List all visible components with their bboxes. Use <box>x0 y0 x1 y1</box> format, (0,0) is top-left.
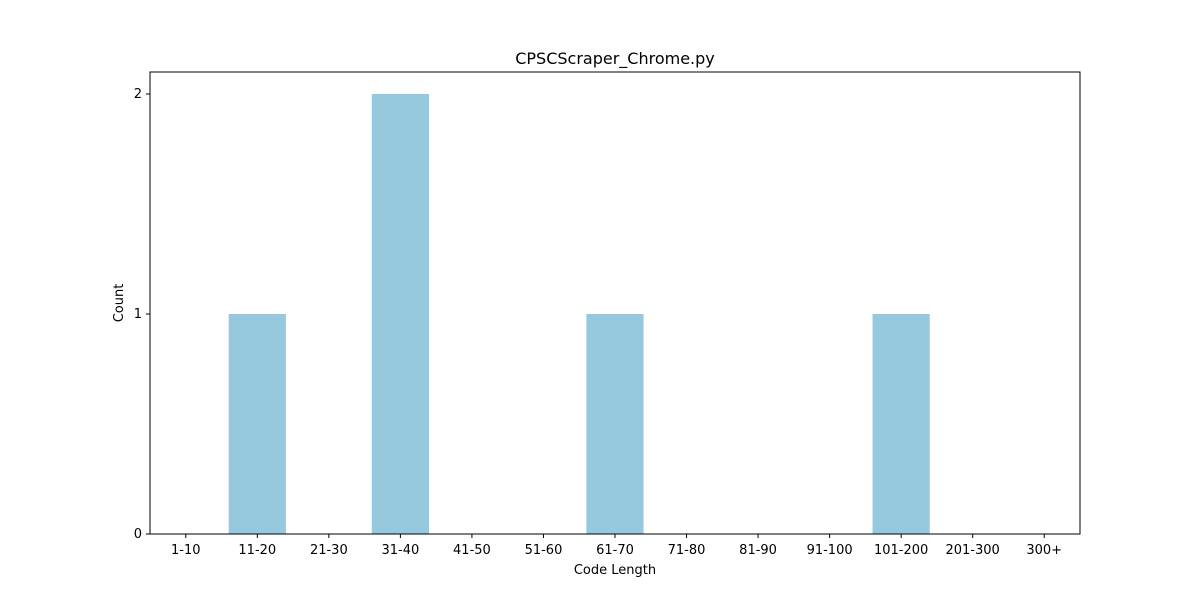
bar-31-40 <box>371 94 429 534</box>
x-tick-label: 81-90 <box>739 543 777 558</box>
x-tick-label: 41-50 <box>453 543 491 558</box>
x-tick-label: 71-80 <box>668 543 706 558</box>
x-tick-label: 51-60 <box>525 543 563 558</box>
bar-101-200 <box>872 314 930 534</box>
chart-title: CPSCScraper_Chrome.py <box>515 49 715 69</box>
bar-61-70 <box>586 314 644 534</box>
x-axis-ticks: 1-10 11-20 21-30 31-40 41-50 51-60 61-70 71-80 8… <box>171 534 1062 558</box>
x-tick-label: 31-40 <box>381 543 419 558</box>
x-tick-label: 101-200 <box>874 543 928 558</box>
x-tick-label: 91-100 <box>807 543 853 558</box>
x-tick-label: 61-70 <box>596 543 634 558</box>
x-tick-label: 201-300 <box>946 543 1000 558</box>
x-tick-label: 1-10 <box>171 543 201 558</box>
bar-11-20 <box>228 314 286 534</box>
y-axis-label: Count <box>112 284 127 323</box>
y-axis-ticks: 0 1 2 <box>134 87 150 542</box>
x-tick-label: 21-30 <box>310 543 348 558</box>
x-tick-label: 300+ <box>1026 543 1062 558</box>
bars-group <box>228 94 930 534</box>
y-tick-label: 1 <box>134 307 142 322</box>
x-tick-label: 11-20 <box>238 543 276 558</box>
x-axis-label: Code Length <box>574 563 656 578</box>
y-tick-label: 0 <box>134 527 142 542</box>
y-tick-label: 2 <box>134 87 142 102</box>
